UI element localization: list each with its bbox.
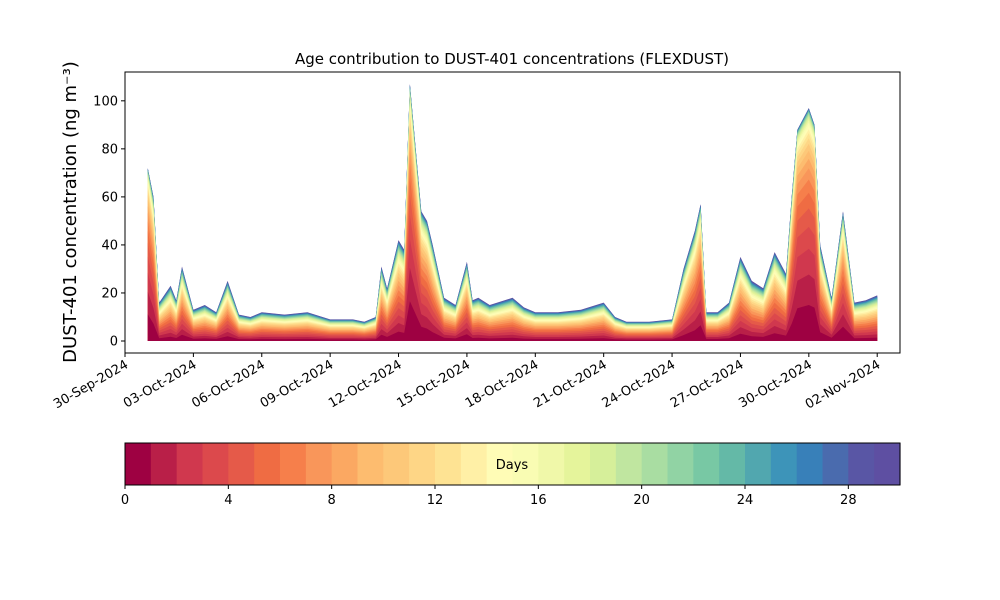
colorbar-swatch-21 — [667, 443, 694, 485]
stacked-areas — [147, 84, 878, 342]
colorbar-tick-label: 8 — [328, 493, 336, 508]
colorbar-swatch-1 — [150, 443, 178, 485]
colorbar-swatch-23 — [719, 443, 746, 485]
x-tick-label: 09-Oct-2024 — [258, 357, 336, 411]
age-bin-area-2 — [147, 239, 878, 341]
age-bin-area-1 — [147, 267, 878, 341]
colorbar-tick-label: 4 — [224, 493, 232, 508]
x-tick-label: 15-Oct-2024 — [395, 357, 473, 411]
colorbar-swatch-10 — [383, 443, 410, 485]
colorbar-swatch-25 — [770, 443, 798, 485]
colorbar-tick-label: 0 — [121, 493, 129, 508]
colorbar-swatch-22 — [693, 443, 720, 485]
colorbar — [125, 443, 901, 485]
colorbar-swatch-8 — [331, 443, 359, 485]
colorbar-swatch-29 — [874, 443, 901, 485]
x-tick-label: 24-Oct-2024 — [600, 357, 678, 411]
colorbar-swatch-19 — [615, 443, 643, 485]
colorbar-swatch-17 — [564, 443, 591, 485]
colorbar-tick-label: 16 — [530, 493, 547, 508]
colorbar-swatch-5 — [254, 443, 281, 485]
colorbar-swatch-15 — [512, 443, 539, 485]
colorbar-swatch-28 — [848, 443, 875, 485]
colorbar-tick-label: 12 — [427, 493, 444, 508]
x-tick-label: 27-Oct-2024 — [668, 357, 746, 411]
x-tick-label: 06-Oct-2024 — [189, 357, 267, 411]
colorbar-swatch-11 — [409, 443, 436, 485]
y-tick-label: 40 — [101, 238, 118, 253]
y-tick-label: 100 — [93, 94, 118, 109]
x-tick-label: 03-Oct-2024 — [121, 357, 199, 411]
colorbar-tick-label: 24 — [737, 493, 754, 508]
x-tick-label: 30-Oct-2024 — [736, 357, 814, 411]
colorbar-ticks: 0 4 8 12 16 20 24 28 — [121, 485, 857, 508]
age-bin-area-0 — [147, 301, 878, 341]
colorbar-swatch-16 — [538, 443, 565, 485]
colorbar-tick-label: 28 — [840, 493, 857, 508]
colorbar-tick-label: 20 — [633, 493, 650, 508]
colorbar-swatch-9 — [357, 443, 384, 485]
y-axis: 0 20 40 60 80 100 — [93, 94, 125, 349]
colorbar-swatch-0 — [125, 443, 152, 485]
x-tick-label: 21-Oct-2024 — [531, 357, 609, 411]
y-tick-label: 0 — [110, 334, 118, 349]
x-axis: 30-Sep-202403-Oct-202406-Oct-202409-Oct-… — [51, 353, 883, 412]
colorbar-swatch-2 — [176, 443, 204, 485]
y-tick-label: 20 — [101, 286, 118, 301]
x-tick-label: 18-Oct-2024 — [463, 357, 541, 411]
colorbar-swatch-27 — [822, 443, 849, 485]
chart-title: Age contribution to DUST-401 concentrati… — [295, 50, 729, 68]
age-bin-area-3 — [147, 215, 878, 341]
colorbar-swatch-14 — [486, 443, 514, 485]
x-tick-label: 02-Nov-2024 — [803, 357, 883, 412]
colorbar-swatch-4 — [228, 443, 255, 485]
y-tick-label: 60 — [101, 190, 118, 205]
colorbar-swatch-3 — [202, 443, 229, 485]
colorbar-frame — [124, 442, 901, 486]
plot-frame — [124, 71, 901, 354]
colorbar-swatch-7 — [305, 443, 333, 485]
colorbar-swatch-6 — [280, 443, 307, 485]
colorbar-swatch-18 — [590, 443, 617, 485]
colorbar-swatch-20 — [641, 443, 669, 485]
x-tick-label: 30-Sep-2024 — [51, 357, 131, 412]
colorbar-swatch-12 — [435, 443, 462, 485]
y-axis-label: DUST-401 concentration (ng m⁻³) — [60, 61, 81, 363]
colorbar-swatch-26 — [796, 443, 824, 485]
colorbar-swatch-13 — [460, 443, 488, 485]
colorbar-swatch-24 — [745, 443, 772, 485]
x-tick-label: 12-Oct-2024 — [326, 357, 404, 411]
y-tick-label: 80 — [101, 142, 118, 157]
colorbar-label: Days — [496, 458, 529, 473]
